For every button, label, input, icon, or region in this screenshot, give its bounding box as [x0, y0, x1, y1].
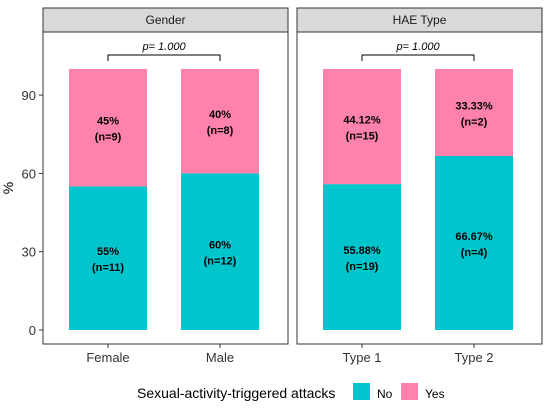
data-label: 55% — [97, 246, 119, 258]
data-count-label: (n=12) — [204, 256, 237, 268]
legend-swatch-yes — [401, 383, 418, 400]
bar-segment-no — [435, 155, 513, 330]
x-tick-label: Type 2 — [454, 350, 493, 365]
y-tick-label: 30 — [22, 245, 36, 260]
data-label: 33.33% — [455, 100, 493, 112]
data-count-label: (n=15) — [346, 131, 379, 143]
y-tick-label: 0 — [29, 323, 36, 338]
x-tick-label: Male — [206, 350, 234, 365]
bar-segment-no — [69, 186, 147, 330]
facet-strip — [296, 7, 543, 33]
legend-label: Yes — [425, 387, 445, 401]
data-count-label: (n=9) — [95, 132, 122, 144]
p-value-annotation: p= 1.000 — [395, 41, 440, 53]
legend-title: Sexual-activity-triggered attacks — [137, 385, 335, 401]
data-label: 40% — [209, 109, 231, 121]
y-tick-label: 60 — [22, 166, 36, 181]
data-count-label: (n=19) — [346, 261, 379, 273]
bar-segment-yes — [435, 69, 513, 156]
data-label: 60% — [209, 240, 231, 252]
y-tick-label: 90 — [22, 88, 36, 103]
bar-segment-no — [181, 173, 259, 330]
data-count-label: (n=11) — [92, 262, 124, 274]
legend-swatch-no — [353, 383, 370, 400]
bar-segment-yes — [69, 69, 147, 187]
p-value-annotation: p= 1.000 — [141, 41, 186, 53]
facet-title: HAE Type — [393, 13, 447, 27]
bar-segment-yes — [181, 69, 259, 174]
y-axis-label: % — [0, 182, 16, 194]
significance-bracket — [107, 54, 221, 61]
x-tick-label: Type 1 — [342, 350, 381, 365]
bar-segment-yes — [323, 69, 401, 185]
data-count-label: (n=8) — [207, 125, 234, 137]
significance-bracket — [361, 54, 475, 61]
data-label: 45% — [97, 116, 119, 128]
data-count-label: (n=4) — [461, 247, 488, 259]
data-label: 66.67% — [455, 231, 493, 243]
legend-label: No — [377, 387, 393, 401]
bar-segment-no — [323, 184, 401, 330]
data-label: 44.12% — [343, 115, 381, 127]
facet-title: Gender — [145, 13, 185, 27]
x-tick-label: Female — [86, 350, 129, 365]
data-label: 55.88% — [343, 245, 381, 257]
facet-strip — [42, 7, 289, 33]
data-count-label: (n=2) — [461, 116, 488, 128]
